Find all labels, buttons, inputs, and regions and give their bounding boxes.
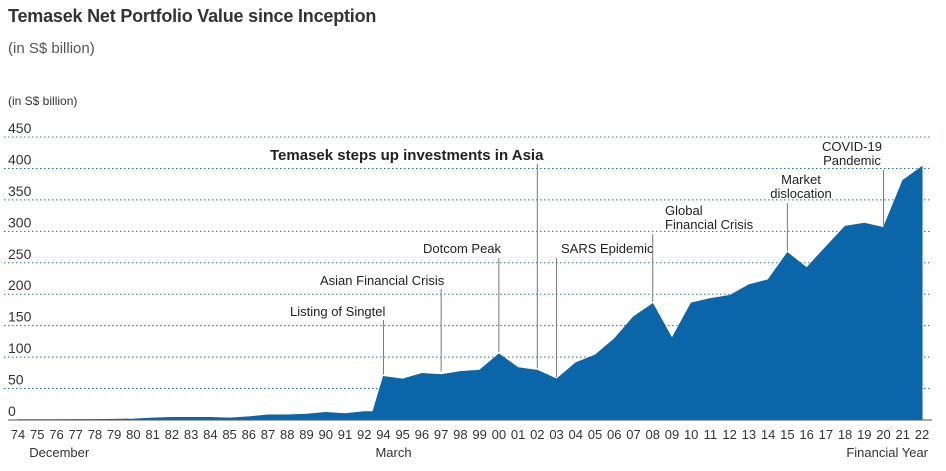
annotation: SARS Epidemic bbox=[556, 241, 654, 378]
x-tick-label: 19 bbox=[857, 427, 871, 442]
x-tick-label: 84 bbox=[203, 427, 217, 442]
annotation-label: Global bbox=[665, 203, 703, 218]
x-tick-label: 74 bbox=[11, 427, 25, 442]
x-tick-label: 12 bbox=[722, 427, 736, 442]
y-tick-label: 200 bbox=[8, 277, 32, 293]
x-tick-label: 06 bbox=[607, 427, 621, 442]
x-tick-label: 08 bbox=[645, 427, 659, 442]
annotation: Asian Financial Crisis bbox=[320, 273, 445, 372]
x-tick-label: 10 bbox=[684, 427, 698, 442]
x-tick-label: 75 bbox=[30, 427, 44, 442]
x-tick-label: 86 bbox=[242, 427, 256, 442]
x-tick-label: 15 bbox=[780, 427, 794, 442]
x-tick-label: 83 bbox=[184, 427, 198, 442]
x-tick-label: 11 bbox=[704, 427, 718, 442]
x-tick-label: 98 bbox=[453, 427, 467, 442]
x-tick-label: 85 bbox=[222, 427, 236, 442]
y-axis-label: (in S$ billion) bbox=[8, 94, 77, 108]
x-tick-label: 07 bbox=[626, 427, 640, 442]
x-tick-label: 14 bbox=[761, 427, 775, 442]
x-period-label: Financial Year bbox=[846, 445, 928, 460]
area-series bbox=[17, 165, 923, 421]
x-tick-label: 87 bbox=[261, 427, 275, 442]
x-tick-label: 90 bbox=[319, 427, 333, 442]
y-tick-label: 50 bbox=[8, 372, 24, 388]
x-tick-label: 77 bbox=[68, 427, 82, 442]
x-tick-label: 96 bbox=[415, 427, 429, 442]
x-tick-label: 94 bbox=[376, 427, 390, 442]
x-tick-label: 22 bbox=[915, 427, 929, 442]
annotation-label: SARS Epidemic bbox=[561, 241, 654, 256]
x-tick-label: 91 bbox=[338, 427, 352, 442]
annotation-label: Pandemic bbox=[823, 153, 881, 168]
annotation-label: Listing of Singtel bbox=[290, 304, 386, 319]
x-tick-label: 92 bbox=[357, 427, 371, 442]
annotation-label: COVID-19 bbox=[822, 139, 882, 154]
y-tick-label: 400 bbox=[8, 151, 32, 167]
x-tick-label: 00 bbox=[492, 427, 506, 442]
x-period-label: March bbox=[375, 445, 411, 460]
annotation-label: Dotcom Peak bbox=[423, 241, 502, 256]
y-tick-label: 350 bbox=[8, 183, 32, 199]
x-tick-label: 89 bbox=[299, 427, 313, 442]
x-tick-label: 78 bbox=[88, 427, 102, 442]
x-tick-label: 81 bbox=[145, 427, 159, 442]
annotation: Listing of Singtel bbox=[290, 304, 386, 375]
x-period-label: December bbox=[29, 445, 90, 460]
x-tick-label: 99 bbox=[472, 427, 486, 442]
x-tick-label: 21 bbox=[896, 427, 910, 442]
y-tick-label: 250 bbox=[8, 246, 32, 262]
annotation-label: Temasek steps up investments in Asia bbox=[270, 147, 544, 164]
annotation-label: dislocation bbox=[770, 186, 831, 201]
x-tick-label: 03 bbox=[549, 427, 563, 442]
x-tick-label: 97 bbox=[434, 427, 448, 442]
annotation-label: Market bbox=[781, 172, 821, 187]
x-tick-label: 18 bbox=[838, 427, 852, 442]
x-tick-label: 82 bbox=[165, 427, 179, 442]
chart-subtitle: (in S$ billion) bbox=[8, 40, 95, 57]
x-tick-label: 09 bbox=[665, 427, 679, 442]
x-tick-label: 05 bbox=[588, 427, 602, 442]
y-tick-label: 0 bbox=[8, 403, 16, 419]
annotation: Dotcom Peak bbox=[423, 241, 502, 352]
annotation-label: Asian Financial Crisis bbox=[320, 273, 445, 288]
x-tick-label: 13 bbox=[742, 427, 756, 442]
x-tick-label: 20 bbox=[876, 427, 890, 442]
x-tick-label: 17 bbox=[819, 427, 833, 442]
x-tick-label: 16 bbox=[799, 427, 813, 442]
y-tick-label: 100 bbox=[8, 340, 32, 356]
x-tick-label: 80 bbox=[126, 427, 140, 442]
x-tick-label: 02 bbox=[530, 427, 544, 442]
y-tick-label: 300 bbox=[8, 214, 32, 230]
x-tick-label: 76 bbox=[49, 427, 63, 442]
x-tick-label: 01 bbox=[511, 427, 525, 442]
y-tick-label: 450 bbox=[8, 120, 32, 136]
x-tick-label: 88 bbox=[280, 427, 294, 442]
x-tick-label: 04 bbox=[569, 427, 583, 442]
x-tick-label: 79 bbox=[107, 427, 121, 442]
annotation-label: Financial Crisis bbox=[665, 217, 754, 232]
chart-title: Temasek Net Portfolio Value since Incept… bbox=[8, 6, 377, 26]
annotation: Temasek steps up investments in Asia bbox=[270, 147, 544, 369]
y-tick-label: 150 bbox=[8, 309, 32, 325]
x-tick-label: 95 bbox=[395, 427, 409, 442]
